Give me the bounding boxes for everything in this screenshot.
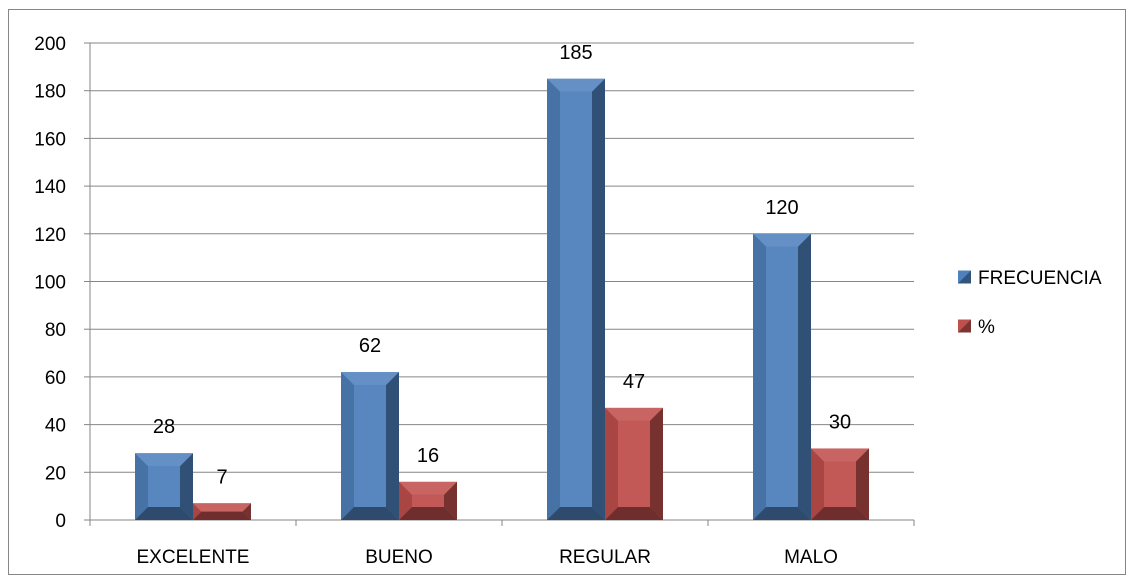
- bar-bevel-top: [193, 503, 251, 512]
- bar-bevel-right: [592, 78, 605, 521]
- bar-bevel-right: [444, 481, 457, 520]
- legend-swatch-shade: [958, 270, 971, 284]
- bar-bevel-top: [399, 481, 457, 495]
- bar-bevel-bottom: [341, 507, 399, 520]
- bar-bevel-top: [547, 78, 605, 92]
- bar-bevel-left: [811, 448, 824, 520]
- legend: FRECUENCIA%: [958, 268, 1102, 338]
- y-tick-label: 120: [34, 225, 66, 246]
- data-label: 62: [359, 335, 381, 357]
- bar-bevel-right: [856, 448, 869, 520]
- data-label: 47: [623, 371, 645, 393]
- y-tick-label: 140: [34, 177, 66, 198]
- bar-bevel-top: [811, 448, 869, 462]
- bar-bevel-left: [193, 503, 202, 520]
- bar-face: [560, 91, 592, 508]
- y-tick-label: 60: [45, 368, 66, 389]
- bar-face: [618, 420, 650, 507]
- y-tick-label: 80: [45, 320, 66, 341]
- y-tick-label: 100: [34, 273, 66, 294]
- bar-face: [766, 246, 798, 508]
- x-category-label: EXCELENTE: [137, 547, 250, 568]
- y-tick-label: 0: [55, 511, 66, 532]
- bar-bevel-right: [242, 503, 251, 520]
- bar-bevel-bottom: [753, 507, 811, 520]
- x-category-label: REGULAR: [559, 547, 651, 568]
- y-tick-label: 200: [34, 34, 66, 55]
- data-label: 16: [417, 445, 439, 467]
- y-tick-label: 40: [45, 416, 66, 437]
- legend-label: %: [978, 317, 995, 338]
- bar-bevel-left: [135, 453, 148, 520]
- bar-bevel-left: [341, 372, 354, 520]
- bar-bevel-bottom: [399, 507, 457, 520]
- y-tick-label: 160: [34, 129, 66, 150]
- bar--: [193, 503, 251, 520]
- data-label: 30: [829, 411, 851, 433]
- bar-bevel-right: [386, 372, 399, 520]
- bar-frecuencia: [547, 78, 605, 521]
- bar-face: [148, 466, 180, 507]
- bar-bevel-top: [605, 407, 663, 421]
- bar-bevel-bottom: [605, 507, 663, 520]
- legend-item: %: [958, 317, 995, 338]
- bar-bevel-left: [547, 78, 560, 521]
- bar-bevel-right: [798, 233, 811, 521]
- bar-bevel-bottom: [811, 507, 869, 520]
- bar-face: [354, 385, 386, 507]
- bar-bevel-bottom: [547, 507, 605, 520]
- bar-bevel-bottom: [135, 507, 193, 520]
- data-label: 185: [559, 42, 592, 64]
- bar-face: [824, 461, 856, 507]
- bars: [135, 78, 869, 521]
- data-label: 7: [216, 466, 227, 488]
- bar--: [811, 448, 869, 520]
- bar-bevel-top: [135, 453, 193, 467]
- x-category-label: BUENO: [365, 547, 433, 568]
- bar-bevel-bottom: [193, 511, 251, 520]
- bar-bevel-left: [605, 407, 618, 520]
- bar-frecuencia: [753, 233, 811, 521]
- bar-bevel-right: [180, 453, 193, 520]
- x-category-label: MALO: [784, 547, 838, 568]
- labels: 0 20 40 60 80 100 120 140 160 180 200 EXCELENTE BUEN…: [34, 34, 851, 568]
- bar-bevel-right: [650, 407, 663, 520]
- legend-label: FRECUENCIA: [978, 268, 1102, 289]
- bar-bevel-top: [753, 233, 811, 247]
- bar-face: [412, 494, 444, 507]
- bar--: [399, 481, 457, 520]
- data-label: 28: [153, 416, 175, 438]
- bar-frecuencia: [341, 372, 399, 520]
- bar-bevel-top: [341, 372, 399, 386]
- bar-bevel-left: [399, 481, 412, 520]
- legend-item: FRECUENCIA: [958, 268, 1102, 289]
- y-tick-label: 180: [34, 82, 66, 103]
- legend-swatch-shade: [958, 319, 971, 333]
- bar-bevel-left: [753, 233, 766, 521]
- data-label: 120: [765, 197, 798, 219]
- bar--: [605, 407, 663, 520]
- y-tick-label: 20: [45, 463, 66, 484]
- bar-frecuencia: [135, 453, 193, 520]
